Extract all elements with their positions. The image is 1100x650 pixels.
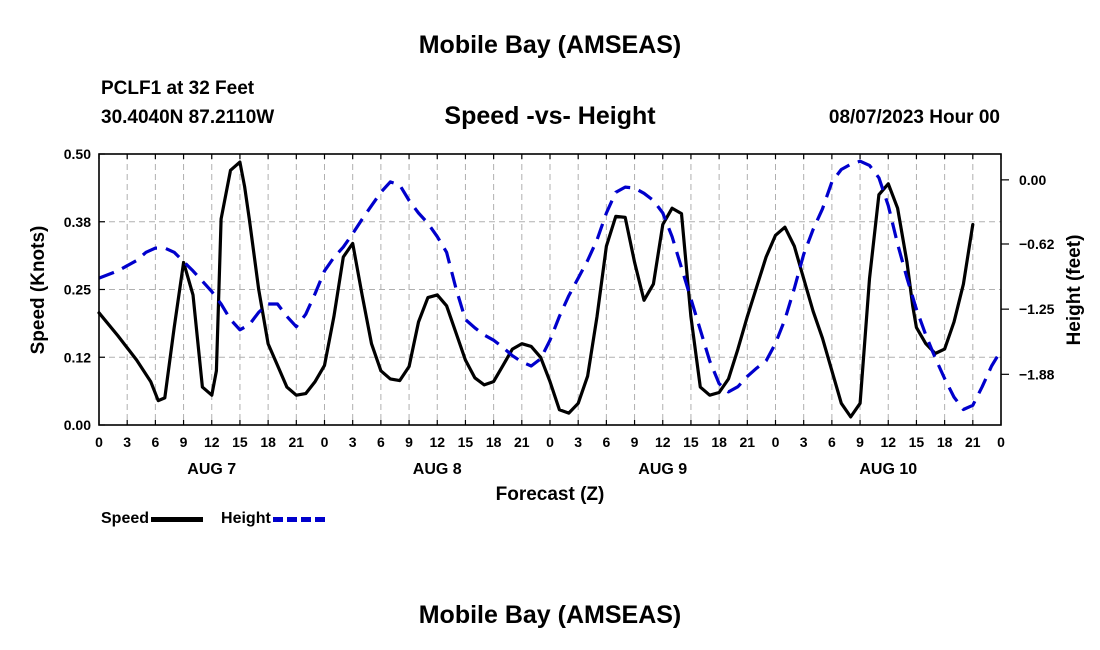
series-line-speed [97, 160, 975, 419]
x-tick-label: 12 [204, 434, 220, 450]
y-left-tick-label: 0.25 [64, 282, 91, 298]
series-layer [97, 159, 1003, 419]
x-tick-label: 9 [180, 434, 188, 450]
y-axis-left-label: Speed (Knots) [28, 226, 49, 355]
legend-speed-label: Speed [101, 510, 150, 527]
x-tick-label: 15 [909, 434, 925, 450]
station-label: PCLF1 at 32 Feet [101, 78, 255, 99]
legend: Speed Height [101, 510, 343, 528]
x-tick-label: 6 [377, 434, 385, 450]
x-day-label: AUG 10 [859, 461, 917, 478]
x-tick-label: 9 [405, 434, 413, 450]
x-tick-label: 15 [683, 434, 699, 450]
x-tick-label: 9 [631, 434, 639, 450]
ticks-layer: 0 3 6 9 12 15 18 21 0 3 6 9 12 15 18 21 0 3 6 9 12 15 18 21 0 3 6 9… [64, 146, 1055, 478]
x-tick-label: 18 [711, 434, 727, 450]
x-tick-label: 12 [429, 434, 445, 450]
y-axis-right-label: Height (feet) [1064, 235, 1085, 346]
x-day-label: AUG 9 [638, 461, 687, 478]
x-tick-label: 0 [546, 434, 554, 450]
y-left-tick-label: 0.50 [64, 146, 91, 162]
x-axis-label: Forecast (Z) [496, 484, 605, 505]
x-tick-label: 15 [458, 434, 474, 450]
chart-title: Speed -vs- Height [444, 102, 656, 130]
legend-height-label: Height [221, 510, 271, 527]
page-title: Mobile Bay (AMSEAS) [418, 31, 682, 59]
legend-item-speed: Speed [101, 510, 204, 528]
x-tick-label: 18 [486, 434, 502, 450]
x-tick-label: 21 [740, 434, 756, 450]
legend-item-height: Height [221, 510, 325, 528]
series-line-height [98, 159, 1003, 412]
grid-layer [99, 154, 1001, 425]
y-right-tick-label: −0.62 [1019, 236, 1055, 252]
x-tick-label: 18 [260, 434, 276, 450]
x-day-label: AUG 7 [187, 461, 236, 478]
plot-frame [98, 153, 1002, 426]
x-tick-label: 12 [880, 434, 896, 450]
x-tick-label: 21 [965, 434, 981, 450]
y-right-tick-label: −1.88 [1019, 366, 1055, 382]
footer-title: Mobile Bay (AMSEAS) [418, 601, 682, 629]
y-left-tick-label: 0.12 [64, 349, 91, 365]
x-day-label: AUG 8 [413, 461, 462, 478]
y-right-tick-label: 0.00 [1019, 172, 1046, 188]
legend-height-swatch [272, 516, 325, 522]
x-tick-label: 3 [800, 434, 808, 450]
legend-speed-swatch [151, 516, 204, 522]
x-tick-label: 3 [574, 434, 582, 450]
x-tick-label: 9 [856, 434, 864, 450]
coordinates-label: 30.4040N 87.2110W [101, 107, 275, 128]
x-tick-label: 3 [123, 434, 131, 450]
x-tick-label: 21 [289, 434, 305, 450]
x-tick-label: 6 [602, 434, 610, 450]
x-tick-label: 15 [232, 434, 248, 450]
y-left-tick-label: 0.38 [64, 214, 91, 230]
x-tick-label: 12 [655, 434, 671, 450]
x-tick-label: 18 [937, 434, 953, 450]
x-tick-label: 6 [828, 434, 836, 450]
x-tick-label: 3 [349, 434, 357, 450]
y-right-tick-label: −1.25 [1019, 301, 1055, 317]
y-left-tick-label: 0.00 [64, 417, 91, 433]
forecast-datetime: 08/07/2023 Hour 00 [828, 107, 1000, 128]
x-tick-label: 0 [772, 434, 780, 450]
x-tick-label: 0 [321, 434, 329, 450]
x-tick-label: 6 [151, 434, 159, 450]
x-tick-label: 21 [514, 434, 530, 450]
x-tick-label: 0 [95, 434, 103, 450]
x-tick-label: 0 [997, 434, 1005, 450]
